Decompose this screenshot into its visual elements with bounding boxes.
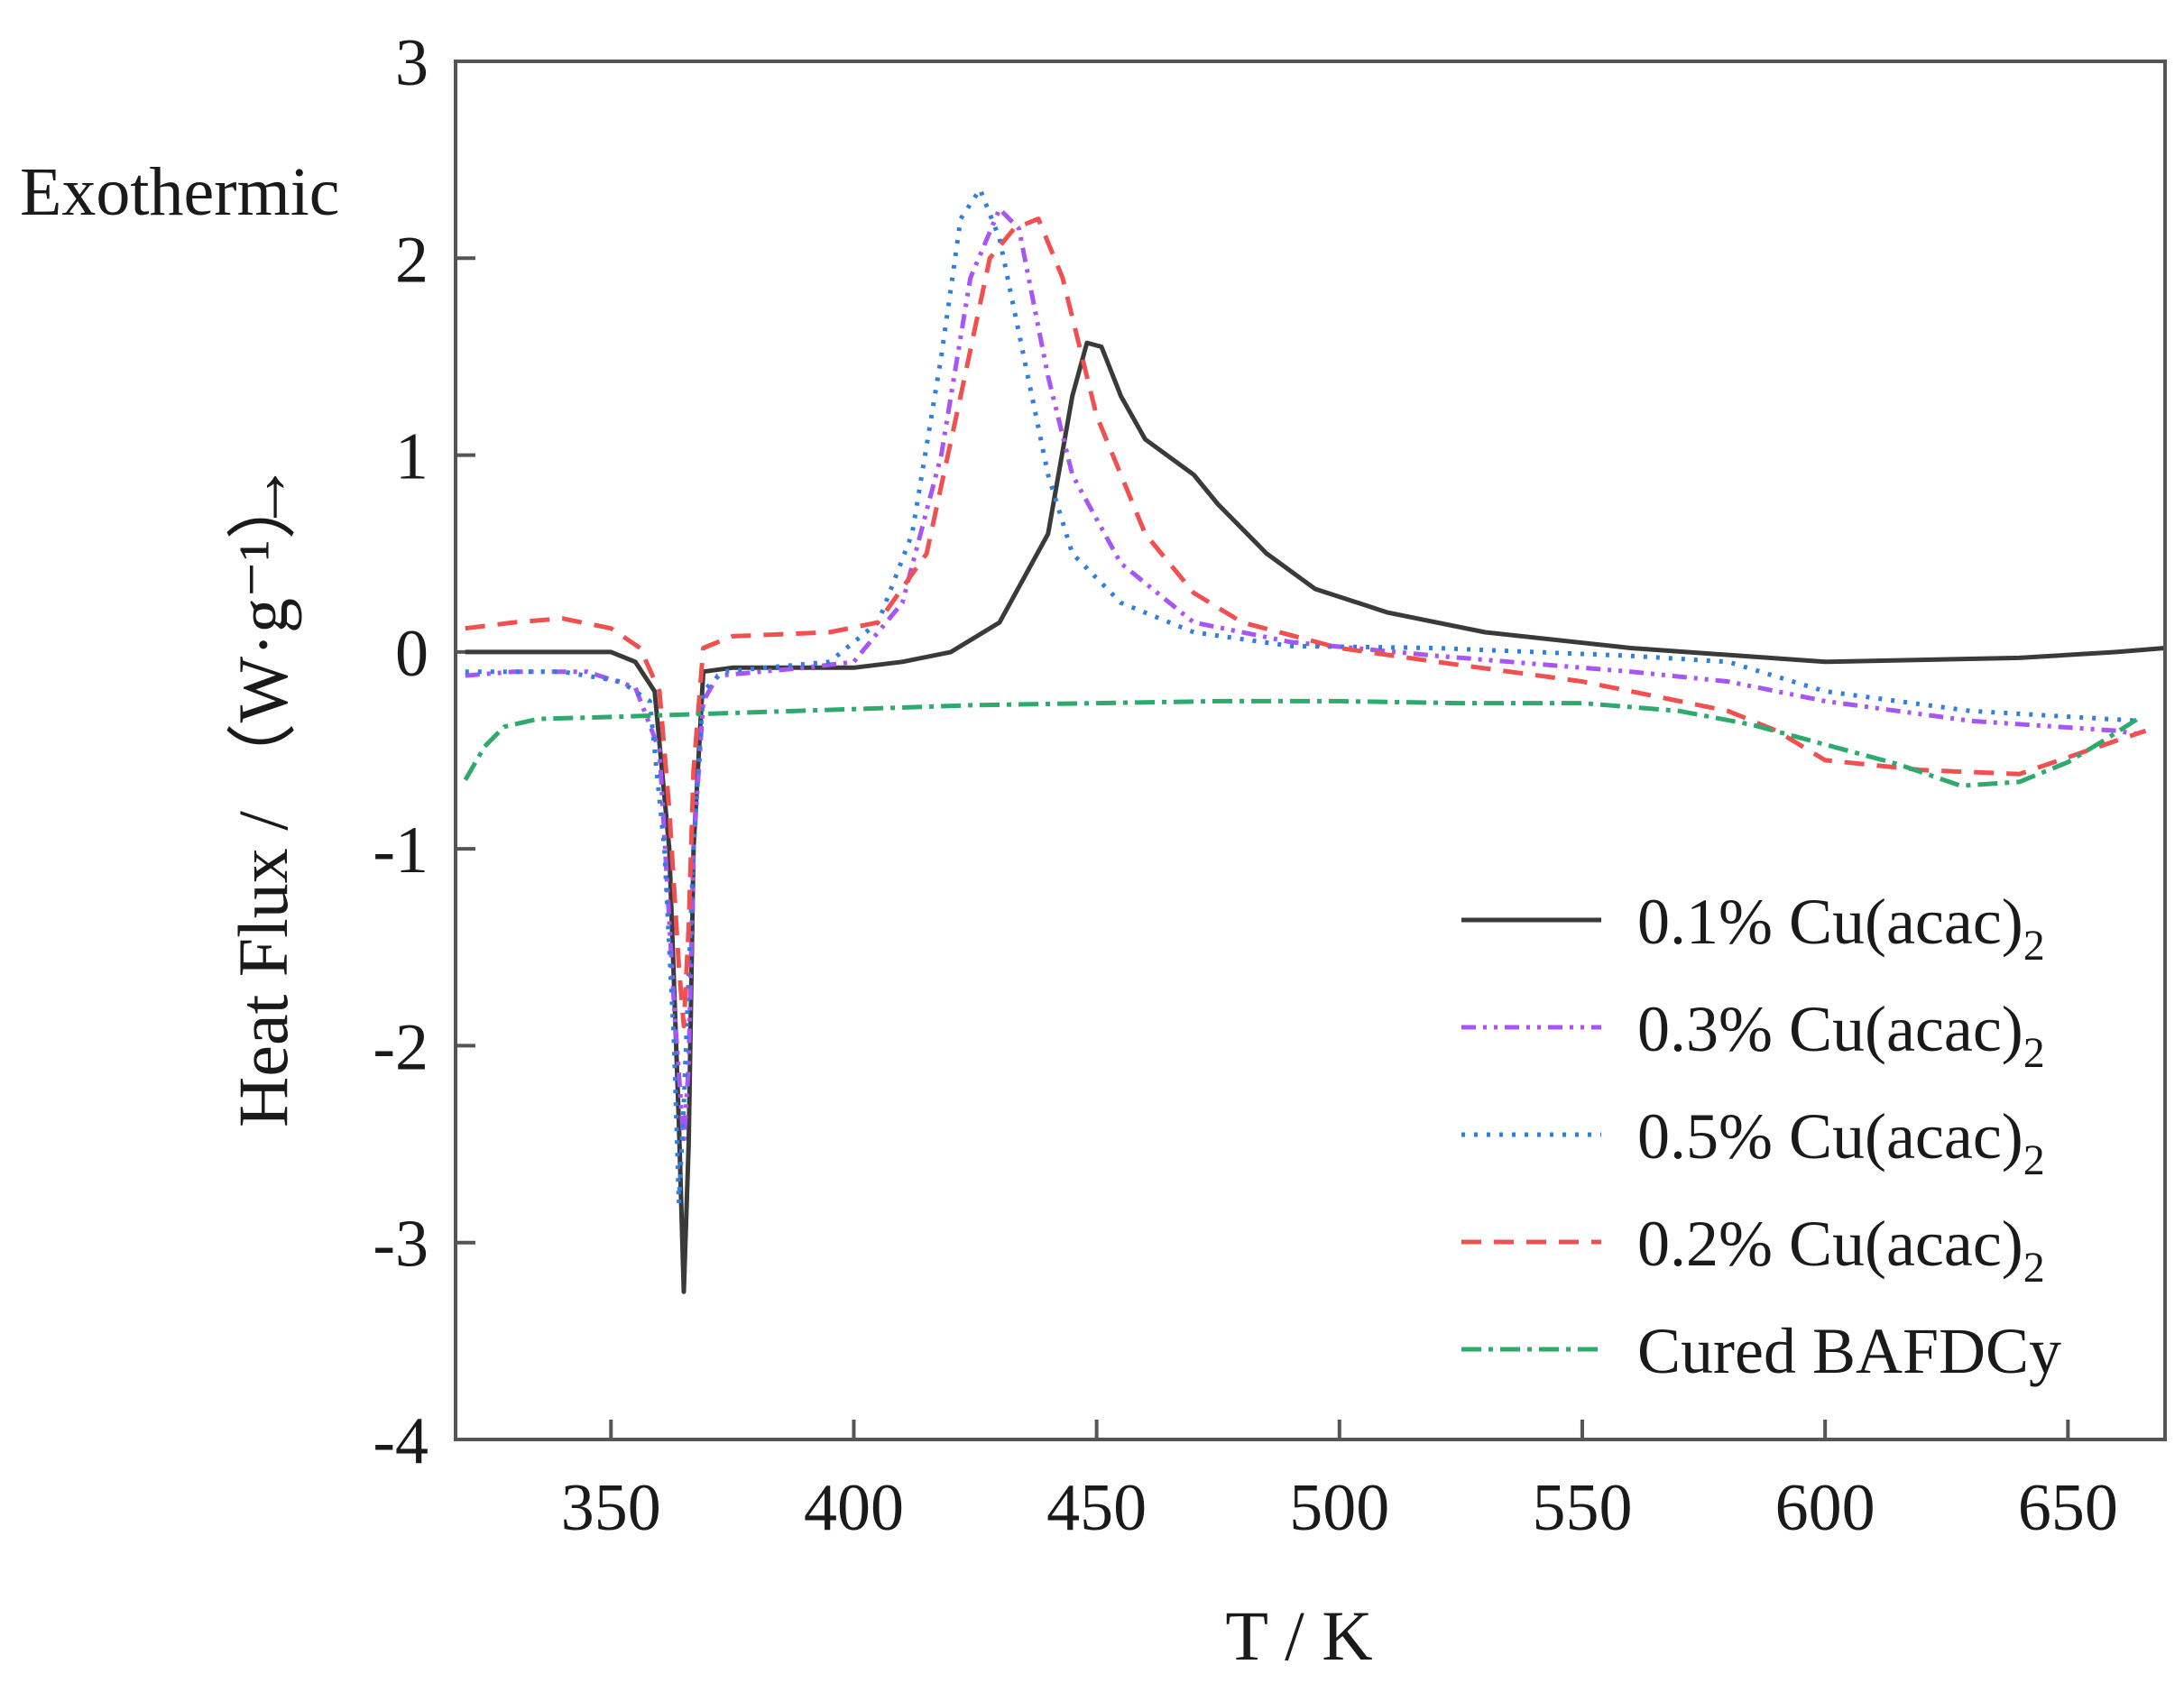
y-tick-label: 3: [395, 26, 429, 100]
x-tick-label: 600: [1775, 1471, 1875, 1545]
legend-label-text: 0.1% Cu(acac): [1637, 886, 2023, 958]
y-tick-label: -1: [373, 814, 429, 887]
x-tick-label: 500: [1289, 1471, 1389, 1545]
legend-label-3: 0.5% Cu(acac)2: [1637, 1100, 2045, 1184]
series-line-5: [463, 698, 2143, 788]
x-axis-title: T / K: [1225, 1596, 1372, 1675]
y-axis-arrow-icon: →: [224, 462, 302, 532]
series-line-4: [465, 216, 2147, 1029]
y-tick-label: -4: [373, 1404, 429, 1478]
legend-label-4: 0.2% Cu(acac)2: [1637, 1208, 2045, 1292]
legend-label-subscript: 2: [2023, 1136, 2045, 1184]
y-tick-label: -2: [373, 1010, 429, 1084]
series-layer: [463, 187, 2165, 1294]
y-tick-label: 1: [395, 420, 429, 494]
x-tick-label: 650: [2018, 1471, 2118, 1545]
legend-label-text: 0.5% Cu(acac): [1637, 1100, 2023, 1173]
x-axis-ticks: 350 400 450 500 550 600 650: [561, 1420, 2118, 1545]
legend-label-text: Cured BAFDCy: [1637, 1315, 2061, 1387]
series-line-1: [465, 340, 2165, 1294]
y-axis-title: Heat Flux / （W·g⁻¹）: [224, 469, 302, 1127]
legend-label-text: 0.2% Cu(acac): [1637, 1208, 2023, 1280]
legend-label-subscript: 2: [2023, 1244, 2045, 1292]
x-tick-label: 550: [1532, 1471, 1632, 1545]
legend-label-text: 0.3% Cu(acac): [1637, 993, 2023, 1065]
legend-label-subscript: 2: [2023, 1029, 2045, 1077]
plot-frame: [454, 60, 2167, 1441]
y-axis-title-group: Heat Flux / （W·g⁻¹） →: [224, 462, 302, 1127]
legend-label-1: 0.1% Cu(acac)2: [1637, 886, 2045, 970]
y-axis-ticks: 3 2 1 0 -1 -2 -3 -4: [373, 26, 475, 1478]
series-line-3: [465, 187, 2142, 1206]
y-tick-label: 2: [395, 223, 429, 297]
x-tick-label: 400: [804, 1471, 904, 1545]
legend-label-2: 0.3% Cu(acac)2: [1637, 993, 2045, 1077]
exothermic-annotation: Exothermic: [20, 154, 340, 230]
legend-label-5: Cured BAFDCy: [1637, 1315, 2061, 1387]
legend-label-subscript: 2: [2023, 922, 2045, 970]
series-line-2: [465, 207, 2142, 1147]
x-tick-label: 450: [1046, 1471, 1147, 1545]
y-tick-label: 0: [395, 617, 429, 691]
x-tick-label: 350: [561, 1471, 661, 1545]
y-tick-label: -3: [373, 1208, 429, 1282]
legend: 0.1% Cu(acac)20.3% Cu(acac)20.5% Cu(acac…: [1461, 886, 2061, 1387]
